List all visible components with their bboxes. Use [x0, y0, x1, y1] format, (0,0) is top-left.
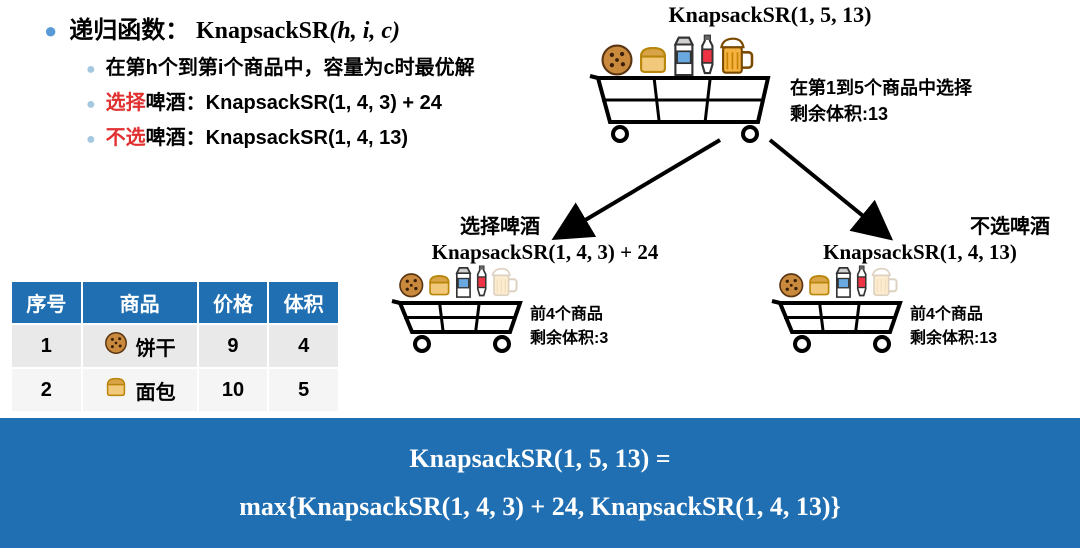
choice-label-right: 不选啤酒	[970, 210, 1050, 239]
tree-root-sub-2: 剩余体积:13	[790, 100, 1020, 126]
cell-volume: 5	[268, 368, 339, 412]
milk-icon	[454, 266, 473, 302]
choice-label-left: 选择啤酒	[460, 210, 540, 239]
table-header: 体积	[268, 281, 339, 324]
tree-root: KnapsackSR(1, 5, 13) 在第1到5个商品中选择 剩余体积:13	[580, 2, 960, 118]
tree-left: KnapsackSR(1, 4, 3) + 24 前4个商品 剩余体积:3	[380, 240, 710, 355]
bullet-title-fn: KnapsackSR	[196, 18, 329, 44]
cart-icon	[588, 74, 788, 144]
formula-banner: KnapsackSR(1, 5, 13) = max{KnapsackSR(1,…	[0, 418, 1080, 548]
bullet-title-prefix: 递归函数：	[69, 17, 189, 44]
cookie-icon	[778, 272, 805, 302]
table-header-row: 序号 商品 价格 体积	[11, 281, 339, 324]
bullet-title-args: (h, i, c)	[329, 18, 400, 44]
tree-left-sub-1: 前4个商品	[530, 300, 700, 324]
bread-icon	[104, 375, 128, 405]
bullet-dot-icon: ●	[86, 61, 96, 79]
tree-right-sub: 前4个商品 剩余体积:13	[910, 300, 1080, 348]
cart-icon	[770, 299, 920, 354]
cell-idx: 1	[11, 324, 82, 368]
tree-right-sub-1: 前4个商品	[910, 300, 1080, 324]
cell-item: 饼干	[82, 324, 198, 368]
table-header: 商品	[82, 281, 198, 324]
cell-volume: 4	[268, 324, 339, 368]
cell-price: 10	[198, 368, 269, 412]
cell-price: 9	[198, 324, 269, 368]
tree-left-sub-2: 剩余体积:3	[530, 324, 700, 348]
cell-item: 面包	[82, 368, 198, 412]
cookie-icon	[104, 331, 128, 361]
bullet-dot-icon: ●	[86, 131, 96, 149]
bullet-sub-1: ● 在第h个到第i个商品中，容量为c时最优解	[86, 51, 564, 80]
bread-icon	[426, 272, 453, 302]
tree-right-title: KnapsackSR(1, 4, 13)	[760, 240, 1080, 265]
bullet-sub-2-rest: 啤酒：KnapsackSR(1, 4, 3) + 24	[146, 92, 442, 114]
formula-line-2: max{KnapsackSR(1, 4, 3) + 24, KnapsackSR…	[239, 492, 841, 522]
bullet-dot-icon: ●	[44, 18, 57, 44]
cell-idx: 2	[11, 368, 82, 412]
table-row: 2 面包 10 5	[11, 368, 339, 412]
tree-left-sub: 前4个商品 剩余体积:3	[530, 300, 700, 348]
tree-right-sub-2: 剩余体积:13	[910, 324, 1080, 348]
bullet-sub-2-red: 选择	[106, 92, 146, 114]
tree-root-sub: 在第1到5个商品中选择 剩余体积:13	[790, 74, 1020, 126]
bullet-sub-3-red: 不选	[106, 127, 146, 149]
bullet-sub-3: ● 不选啤酒：KnapsackSR(1, 4, 13)	[86, 121, 564, 150]
bullet-list: ● 递归函数： KnapsackSR(h, i, c) ● 在第h个到第i个商品…	[44, 10, 564, 150]
bullet-sub-1-text: 在第h个到第i个商品中，容量为c时最优解	[106, 51, 475, 80]
table-row: 1 饼干 9 4	[11, 324, 339, 368]
tree-right: KnapsackSR(1, 4, 13) 前4个商品 剩余体积:13	[760, 240, 1080, 355]
bullet-sub-3-rest: 啤酒：KnapsackSR(1, 4, 13)	[146, 127, 408, 149]
bullet-dot-icon: ●	[86, 96, 96, 114]
soda-icon	[854, 265, 869, 302]
table-header: 序号	[11, 281, 82, 324]
beer-icon	[490, 268, 518, 302]
tree-root-title: KnapsackSR(1, 5, 13)	[580, 2, 960, 28]
bread-icon	[806, 272, 833, 302]
table-body: 1 饼干 9 4 2 面包 10 5	[11, 324, 339, 412]
bullet-sub-2: ● 选择啤酒：KnapsackSR(1, 4, 3) + 24	[86, 86, 564, 115]
soda-icon	[474, 265, 489, 302]
table-header: 价格	[198, 281, 269, 324]
cookie-icon	[398, 272, 425, 302]
milk-icon	[834, 266, 853, 302]
bullet-title: ● 递归函数： KnapsackSR(h, i, c)	[44, 10, 564, 45]
item-table: 序号 商品 价格 体积 1 饼干 9 4 2 面包 10 5	[10, 280, 340, 413]
tree-root-sub-1: 在第1到5个商品中选择	[790, 74, 1020, 100]
cart-icon	[390, 299, 540, 354]
formula-line-1: KnapsackSR(1, 5, 13) =	[409, 444, 670, 474]
tree-left-title: KnapsackSR(1, 4, 3) + 24	[380, 240, 710, 265]
beer-icon	[870, 268, 898, 302]
